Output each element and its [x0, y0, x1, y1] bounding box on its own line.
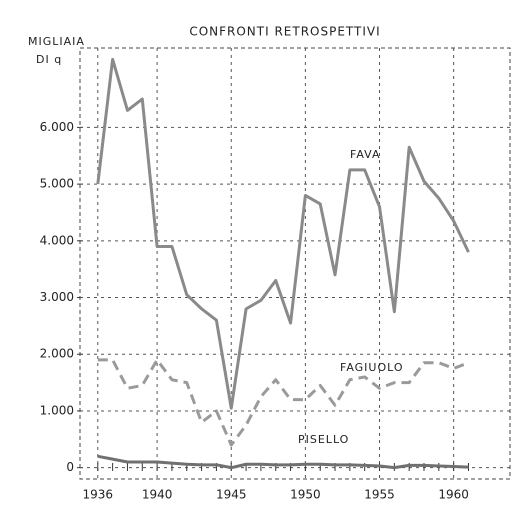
- x-tick-label: 1955: [364, 488, 395, 502]
- x-tick-label: 1936: [83, 488, 114, 502]
- y-tick-label: 6.000: [40, 120, 74, 134]
- x-tick-label: 1950: [290, 488, 321, 502]
- series-label: PISELLO: [298, 433, 349, 446]
- y-tick-label: 3.000: [40, 290, 74, 304]
- x-tick-label: 1960: [438, 488, 469, 502]
- y-axis-label: DI q: [36, 53, 62, 66]
- series-line: [97, 454, 469, 470]
- plot-frame: [79, 47, 511, 480]
- y-tick-label: 5.000: [40, 177, 74, 191]
- x-tick-label: 1945: [216, 488, 247, 502]
- series-label: FAGIUOLO: [340, 361, 404, 374]
- y-tick-label: 4.000: [40, 233, 74, 247]
- y-tick-label: 0: [66, 460, 74, 474]
- x-tick-label: 1940: [142, 488, 173, 502]
- y-tick-label: 2.000: [40, 347, 74, 361]
- y-axis-label: MIGLIAIA: [28, 35, 85, 48]
- y-tick-label: 1.000: [40, 403, 74, 417]
- series-label: FAVA: [350, 148, 381, 161]
- chart-title: CONFRONTI RETROSPETTIVI: [189, 25, 380, 39]
- series-line: [96, 57, 470, 410]
- series-line: [97, 358, 470, 447]
